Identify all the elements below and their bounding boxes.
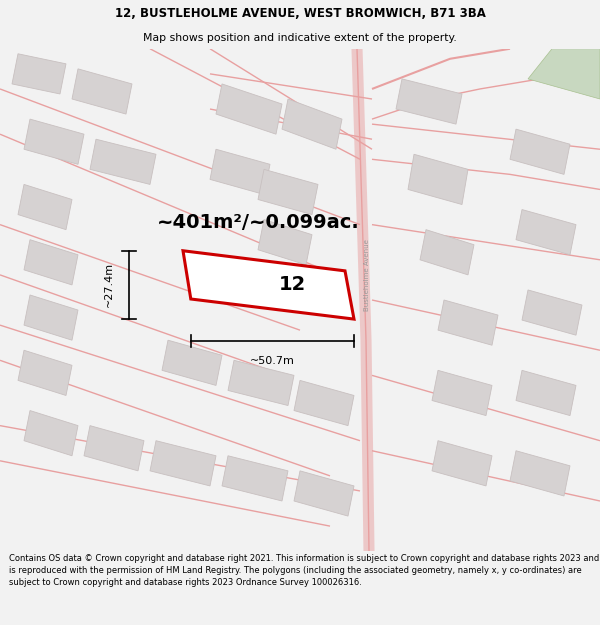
- Polygon shape: [432, 371, 492, 416]
- Polygon shape: [228, 360, 294, 406]
- Text: Bustleholme Avenue: Bustleholme Avenue: [364, 239, 370, 311]
- Polygon shape: [24, 240, 78, 285]
- Polygon shape: [162, 340, 222, 386]
- Polygon shape: [510, 451, 570, 496]
- Polygon shape: [432, 441, 492, 486]
- Polygon shape: [84, 426, 144, 471]
- Polygon shape: [18, 184, 72, 229]
- Polygon shape: [258, 219, 312, 265]
- Text: 12, BUSTLEHOLME AVENUE, WEST BROMWICH, B71 3BA: 12, BUSTLEHOLME AVENUE, WEST BROMWICH, B…: [115, 7, 485, 20]
- Polygon shape: [282, 99, 342, 149]
- Polygon shape: [420, 229, 474, 275]
- Polygon shape: [90, 139, 156, 184]
- Polygon shape: [408, 154, 468, 204]
- Text: Contains OS data © Crown copyright and database right 2021. This information is : Contains OS data © Crown copyright and d…: [9, 554, 599, 587]
- Text: Map shows position and indicative extent of the property.: Map shows position and indicative extent…: [143, 33, 457, 43]
- Polygon shape: [72, 69, 132, 114]
- Polygon shape: [294, 381, 354, 426]
- Polygon shape: [516, 209, 576, 255]
- Polygon shape: [222, 456, 288, 501]
- Polygon shape: [210, 149, 270, 194]
- Polygon shape: [294, 471, 354, 516]
- Polygon shape: [216, 84, 282, 134]
- Polygon shape: [510, 129, 570, 174]
- Polygon shape: [516, 371, 576, 416]
- Polygon shape: [522, 290, 582, 335]
- Text: ~27.4m: ~27.4m: [104, 262, 114, 308]
- Polygon shape: [24, 411, 78, 456]
- Polygon shape: [18, 350, 72, 396]
- Polygon shape: [24, 119, 84, 164]
- Polygon shape: [12, 54, 66, 94]
- Text: ~401m²/~0.099ac.: ~401m²/~0.099ac.: [157, 213, 359, 232]
- Polygon shape: [528, 49, 600, 99]
- Polygon shape: [150, 441, 216, 486]
- Polygon shape: [396, 79, 462, 124]
- Polygon shape: [438, 300, 498, 345]
- Polygon shape: [183, 251, 354, 319]
- Text: 12: 12: [278, 276, 306, 294]
- Polygon shape: [24, 295, 78, 340]
- Text: ~50.7m: ~50.7m: [250, 356, 295, 366]
- Polygon shape: [258, 169, 318, 214]
